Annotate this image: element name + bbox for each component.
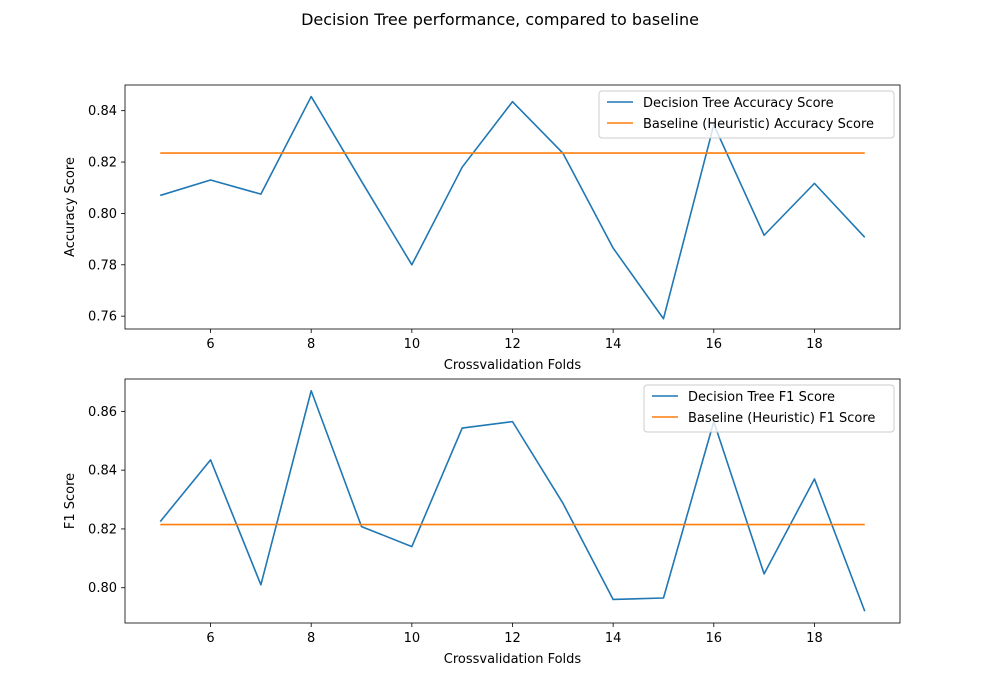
x-tick-label: 12 [504, 337, 521, 352]
x-tick-label: 18 [806, 631, 823, 646]
y-tick-label: 0.82 [88, 522, 117, 537]
x-axis-label: Crossvalidation Folds [444, 358, 582, 373]
x-tick-label: 6 [206, 631, 214, 646]
x-tick-label: 8 [307, 337, 315, 352]
legend-label: Decision Tree Accuracy Score [643, 96, 834, 111]
y-tick-label: 0.82 [88, 156, 117, 171]
x-tick-label: 8 [307, 631, 315, 646]
y-tick-label: 0.76 [88, 310, 117, 325]
series-line-1 [159, 95, 866, 320]
figure-title: Decision Tree performance, compared to b… [301, 10, 699, 29]
chart-panel-2: 6 8 10 12 14 16 18 0.80 0.82 0.84 0.86 Crossvalidat… [63, 378, 901, 667]
x-tick-label: 14 [605, 631, 622, 646]
y-tick-label: 0.84 [88, 104, 117, 119]
x-tick-label: 10 [404, 337, 421, 352]
legend-label: Decision Tree F1 Score [688, 390, 835, 405]
x-axis-label: Crossvalidation Folds [444, 652, 582, 667]
x-tick-label: 12 [504, 631, 521, 646]
legend-box [643, 384, 895, 433]
x-tick-label: 6 [206, 337, 214, 352]
y-axis-label: F1 Score [63, 473, 78, 529]
series-line-1 [159, 389, 866, 612]
y-tick-label: 0.86 [88, 405, 117, 420]
y-tick-label: 0.80 [88, 581, 117, 596]
x-tick-label: 18 [806, 337, 823, 352]
x-tick-label: 14 [605, 337, 622, 352]
chart-panel-1: 6 8 10 12 14 16 18 0.76 0.78 0.80 0.82 0.84 Crossval… [63, 84, 901, 373]
x-tick-label: 10 [404, 631, 421, 646]
legend: Decision Tree Accuracy Score Baseline (He… [598, 90, 895, 139]
y-tick-label: 0.78 [88, 258, 117, 273]
y-tick-label: 0.80 [88, 207, 117, 222]
x-tick-label: 16 [706, 631, 723, 646]
legend-box [598, 90, 895, 139]
x-tick-label: 16 [706, 337, 723, 352]
legend-label: Baseline (Heuristic) F1 Score [688, 411, 875, 426]
legend-label: Baseline (Heuristic) Accuracy Score [643, 117, 874, 132]
legend: Decision Tree F1 Score Baseline (Heuristi… [643, 384, 895, 433]
y-tick-label: 0.84 [88, 464, 117, 479]
y-axis-label: Accuracy Score [63, 157, 78, 257]
